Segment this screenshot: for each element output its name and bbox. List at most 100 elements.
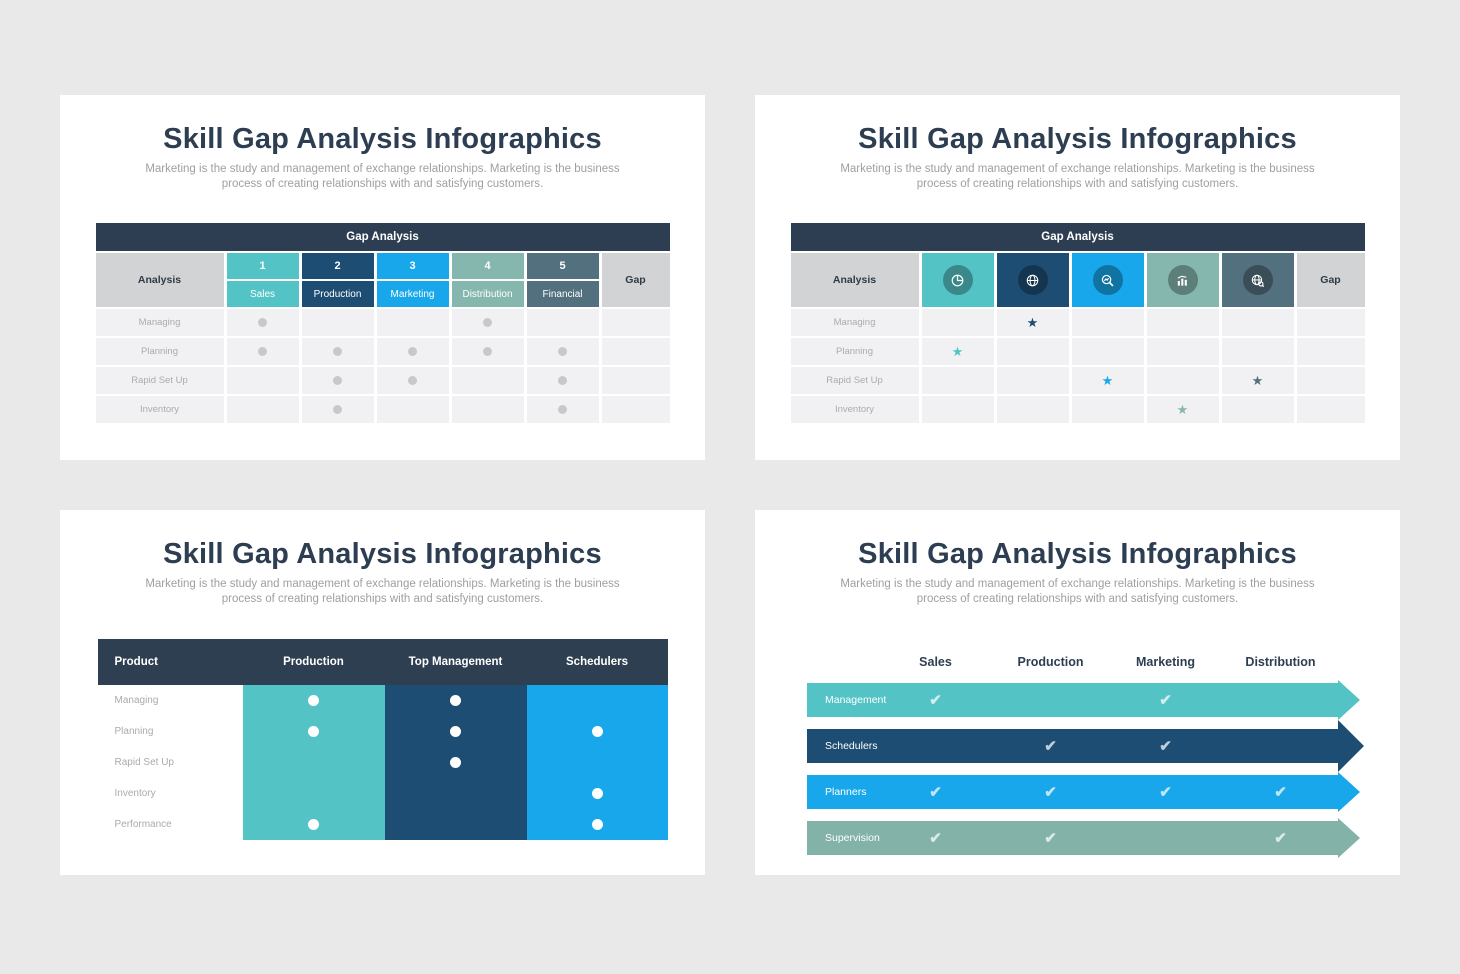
star-marker: ★ xyxy=(1026,315,1039,331)
matrix-cell xyxy=(527,685,668,716)
matrix-cell: ★ xyxy=(1071,367,1144,395)
matrix-cell xyxy=(1221,309,1294,337)
column-header-cell: 1 Sales xyxy=(226,253,299,308)
dot-marker xyxy=(558,376,567,386)
column-number: 4 xyxy=(451,253,524,280)
row-label: Planning xyxy=(95,338,224,366)
arrow-bar: Management ✔ ✔ xyxy=(807,680,1360,721)
arrow-head xyxy=(1338,680,1360,721)
row-label: Inventory xyxy=(95,396,224,424)
table-row: Rapid Set Up ★ ★ xyxy=(790,367,1365,395)
arrow-row-label: Planners xyxy=(825,786,867,799)
matrix-cell xyxy=(1221,396,1294,424)
check-icon: ✔ xyxy=(929,783,942,801)
matrix-cell xyxy=(1071,396,1144,424)
product-table: Product Production Top Management Scheduler… xyxy=(97,639,668,841)
matrix-cell xyxy=(385,809,527,840)
column-header-cell: 4 Distribution xyxy=(451,253,524,308)
dot-marker xyxy=(308,695,319,707)
dot-marker xyxy=(558,347,567,357)
matrix-cell xyxy=(1146,367,1219,395)
pie-chart-icon xyxy=(942,265,973,296)
table-header-row: Product Production Top Management Scheduler… xyxy=(97,639,668,686)
table-body: Managing Planning Rapid Set Up Inventory Per… xyxy=(97,685,668,841)
matrix-cell xyxy=(451,396,524,424)
matrix-cell xyxy=(385,747,527,778)
matrix-cell xyxy=(921,367,994,395)
slide-subtitle: Marketing is the study and management of… xyxy=(145,163,620,191)
column-header-label: Production xyxy=(1017,655,1084,670)
matrix-cell xyxy=(921,309,994,337)
bar-chart-icon xyxy=(1167,265,1198,296)
column-header-label: Marketing xyxy=(1135,655,1196,670)
dot-marker xyxy=(258,347,267,357)
arrow-check-cells: ✔ ✔ ✔ ✔ xyxy=(807,775,1338,809)
star-marker: ★ xyxy=(1101,373,1114,389)
matrix-cell xyxy=(1071,338,1144,366)
dot-marker xyxy=(333,405,342,415)
slide-subtitle: Marketing is the study and management of… xyxy=(145,578,620,606)
dot-marker xyxy=(408,347,417,357)
table-row: Managing xyxy=(95,309,670,337)
matrix-cell xyxy=(243,747,385,778)
matrix-cell xyxy=(996,367,1069,395)
slide-card-gap-matrix-icons: Skill Gap Analysis Infographics Marketin… xyxy=(755,95,1400,460)
check-icon: ✔ xyxy=(1159,691,1172,709)
dot-marker xyxy=(450,757,461,769)
matrix-cell xyxy=(243,778,385,809)
check-cell xyxy=(993,683,1108,717)
arrow-row-label: Management xyxy=(825,694,887,707)
table-row: Managing ★ xyxy=(790,309,1365,337)
check-cell: ✔ xyxy=(993,821,1108,855)
slide-subtitle: Marketing is the study and management of… xyxy=(840,163,1315,191)
matrix-cell xyxy=(1146,309,1219,337)
column-header-cell: 2 Production xyxy=(301,253,374,308)
column-label: Marketing xyxy=(376,281,449,308)
matrix-cell xyxy=(451,367,524,395)
check-cell: ✔ xyxy=(878,821,993,855)
star-marker: ★ xyxy=(1176,402,1189,418)
dot-marker xyxy=(333,347,342,357)
arrow-bar: Supervision ✔ ✔ ✔ xyxy=(807,818,1360,859)
table-row: Inventory ★ xyxy=(790,396,1365,424)
column-header-cell xyxy=(1146,253,1219,308)
check-spacer xyxy=(807,683,878,717)
matrix-cell: ★ xyxy=(1221,367,1294,395)
gap-cell xyxy=(1296,367,1365,395)
arrow-rows: Management ✔ ✔ Schedulers ✔ ✔ Planners ✔ ✔ ✔ ✔ Supe… xyxy=(807,680,1364,859)
dot-marker xyxy=(483,347,492,357)
slide-card-gap-matrix-numbers: Skill Gap Analysis Infographics Marketin… xyxy=(60,95,705,460)
matrix-cell xyxy=(376,338,449,366)
matrix-cell xyxy=(301,338,374,366)
matrix-cell xyxy=(226,338,299,366)
dot-marker xyxy=(308,726,319,738)
dot-marker xyxy=(591,819,603,831)
row-label: Managing xyxy=(95,309,224,337)
matrix-cell xyxy=(301,367,374,395)
dot-marker xyxy=(308,819,319,831)
arrow-row-label: Schedulers xyxy=(825,740,878,753)
row-label: Inventory xyxy=(97,778,243,810)
table-row: Inventory xyxy=(95,396,670,424)
arrow-head xyxy=(1338,818,1360,859)
arrow-check-cells: ✔ ✔ ✔ xyxy=(807,821,1338,855)
gap-cell xyxy=(601,338,670,366)
matrix-cell xyxy=(243,809,385,840)
table-body: Managing Planning Rapid Set Up Inventory xyxy=(95,309,670,424)
row-label: Managing xyxy=(97,685,243,717)
star-marker: ★ xyxy=(1251,373,1264,389)
arrow-head xyxy=(1338,772,1360,813)
column-header-label: Distribution xyxy=(1245,655,1316,670)
dot-marker xyxy=(258,318,267,328)
matrix-cell xyxy=(526,396,599,424)
matrix-cell xyxy=(376,396,449,424)
row-label: Rapid Set Up xyxy=(95,367,224,395)
matrix-cell xyxy=(527,747,668,778)
arrow-row-label: Supervision xyxy=(825,832,880,845)
slide-title: Skill Gap Analysis Infographics xyxy=(858,123,1297,155)
matrix-cell xyxy=(376,309,449,337)
matrix-cell xyxy=(451,338,524,366)
check-cell: ✔ xyxy=(993,775,1108,809)
matrix-cell xyxy=(226,396,299,424)
check-icon: ✔ xyxy=(929,829,942,847)
